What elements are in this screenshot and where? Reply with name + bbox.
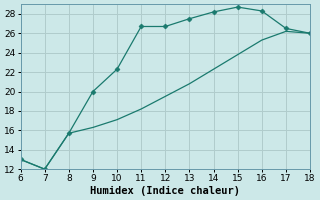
X-axis label: Humidex (Indice chaleur): Humidex (Indice chaleur) <box>90 186 240 196</box>
